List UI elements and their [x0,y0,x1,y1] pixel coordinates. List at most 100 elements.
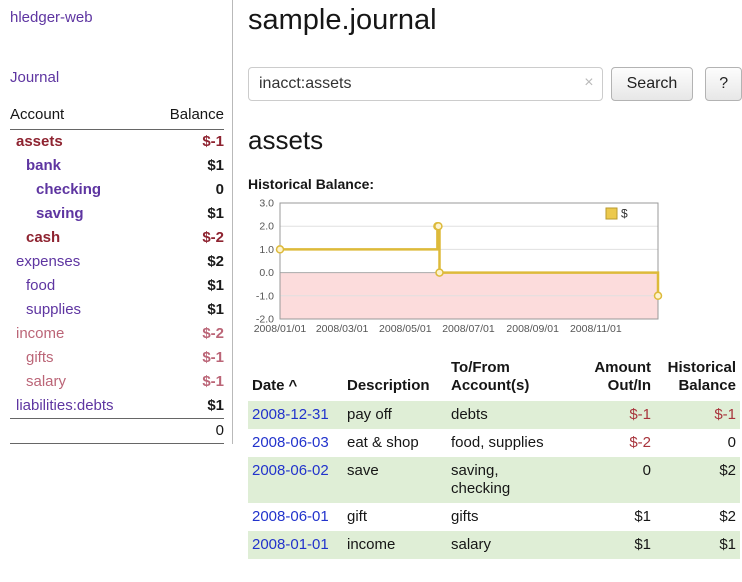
account-link[interactable]: income [16,325,65,342]
account-balance: $-2 [202,325,224,342]
transaction-balance: $-1 [714,406,736,423]
clear-search-icon[interactable]: × [584,74,594,91]
register-header-description: Description [347,377,430,394]
transaction-date-cell: 2008-06-02 [248,457,343,503]
account-row: expenses $2 [10,250,224,274]
account-balance: $-1 [202,349,224,366]
y-tick-label: -2.0 [256,314,274,326]
transaction-accounts: salary [451,536,492,553]
data-point-marker [275,245,285,254]
register-row: 2008-12-31 pay off debts $-1 $-1 [248,401,740,429]
x-tick-label: 2008/07/01 [442,323,495,335]
account-link[interactable]: assets [16,133,63,150]
account-row: bank $1 [10,154,224,178]
account-balance: 0 [215,181,224,198]
account-link[interactable]: supplies [26,301,82,318]
account-link[interactable]: cash [26,229,61,246]
y-tick-label: 3.0 [259,198,274,210]
transaction-date-link[interactable]: 2008-01-01 [252,536,329,553]
account-balance: $1 [207,301,224,318]
journal-nav-link[interactable]: Journal [10,69,60,86]
x-tick-label: 2008/01/01 [254,323,307,335]
transaction-amount: $-1 [629,406,651,423]
accounts-total-spacer [10,418,151,444]
data-point-marker [435,268,444,277]
account-link[interactable]: saving [36,205,84,222]
register-row: 2008-06-01 gift gifts $1 $2 [248,503,740,531]
account-link[interactable]: checking [36,181,102,198]
register-row: 2008-06-02 save saving, checking 0 $2 [248,457,740,503]
transaction-date-link[interactable]: 2008-12-31 [252,406,329,423]
register-header-row: Date ^ Description To/From Account(s) Amo… [248,357,740,401]
account-link[interactable]: salary [26,373,67,390]
data-point-marker [434,221,443,231]
transaction-description: pay off [347,406,392,423]
account-link[interactable]: gifts [26,349,54,366]
date-header-label: Date [252,377,285,394]
y-tick-label: -1.0 [256,290,274,302]
app-brand-link[interactable]: hledger-web [10,9,93,26]
account-balance: $1 [207,205,224,222]
plot-border [279,202,659,320]
transaction-date-link[interactable]: 2008-06-01 [252,508,329,525]
account-row: cash $-2 [10,226,224,250]
y-tick-label: 1.0 [259,244,274,256]
accounts-total-row: 0 [10,418,224,444]
transaction-amount: $-2 [629,434,651,451]
y-tick-label: 0.0 [259,267,274,279]
account-link[interactable]: bank [26,157,62,174]
legend-swatch [605,207,618,220]
transaction-balance: 0 [727,434,736,451]
account-balance: $-1 [202,133,224,150]
transaction-date-cell: 2008-06-01 [248,503,343,531]
account-rows: assets $-1 bank $1 checking 0 saving $1 cash $-2 e… [10,130,224,419]
account-row: gifts $-1 [10,346,224,370]
transaction-description: eat & shop [347,434,419,451]
account-balance: $1 [207,277,224,294]
page-title: sample.journal [248,4,437,36]
search-box: × [248,67,603,101]
register-header-balance: Historical Balance [667,359,736,394]
account-balance: $-1 [202,373,224,390]
search-form: × Search ? [248,67,742,101]
transaction-date-link[interactable]: 2008-06-02 [252,462,329,479]
accounts-header-account: Account [10,102,151,130]
sort-asc-icon: ^ [288,377,298,394]
account-link[interactable]: liabilities:debts [16,397,114,414]
transaction-date-cell: 2008-01-01 [248,531,343,559]
account-link[interactable]: expenses [16,253,81,270]
transaction-accounts: debts [451,406,488,423]
transaction-accounts: food, supplies [451,434,544,451]
account-row: liabilities:debts $1 [10,394,224,419]
x-tick-label: 2008/05/01 [379,323,432,335]
accounts-total-value: 0 [150,418,224,444]
transaction-description: save [347,462,379,479]
account-row: supplies $1 [10,298,224,322]
account-link[interactable]: food [26,277,56,294]
transaction-description: gift [347,508,368,525]
historical-balance-chart: 3.0 2.0 1.0 0.0 -1.0 -2.0 2008/01/01 2008/03/01… [248,198,742,343]
account-row: assets $-1 [10,130,224,155]
register-row: 2008-01-01 income salary $1 $1 [248,531,740,559]
transaction-date-link[interactable]: 2008-06-03 [252,434,329,451]
register-rows: 2008-12-31 pay off debts $-1 $-1 2008-06-03 ea… [248,401,740,559]
data-point-marker [653,291,663,301]
register-header-amount: Amount Out/In [594,359,651,394]
search-input[interactable] [248,67,603,101]
help-button[interactable]: ? [705,67,742,101]
main-content: sample.journal × Search ? assets Histori… [248,0,742,559]
register-header-accounts: To/From Account(s) [451,359,530,394]
account-row: salary $-1 [10,370,224,394]
accounts-header-balance: Balance [150,102,224,130]
register-header-date[interactable]: Date ^ [248,357,343,401]
transaction-balance: $2 [719,462,736,479]
sidebar: hledger-web Journal Account Balance asse… [0,0,233,444]
accounts-table: Account Balance assets $-1 bank $1 checking 0… [10,102,224,444]
account-balance: $1 [207,397,224,414]
account-row: checking 0 [10,178,224,202]
transaction-amount: 0 [642,462,651,479]
search-button[interactable]: Search [610,67,694,101]
y-tick-label: 2.0 [259,221,274,233]
register-row: 2008-06-03 eat & shop food, supplies $-2 0 [248,429,740,457]
